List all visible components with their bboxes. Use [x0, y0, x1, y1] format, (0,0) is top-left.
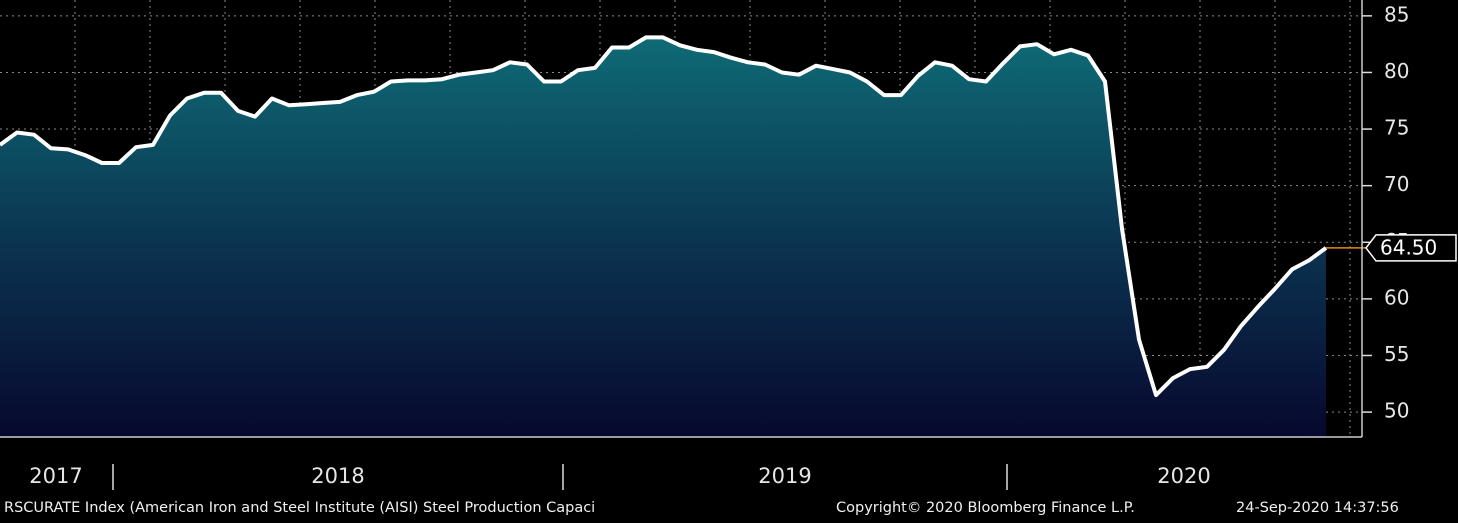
last-value-label: 64.50 — [1380, 235, 1437, 259]
footer-copyright: Copyright© 2020 Bloomberg Finance L.P. — [836, 500, 1135, 516]
y-tick-label: 50 — [1384, 399, 1409, 423]
y-tick-label: 75 — [1384, 116, 1409, 140]
y-tick-label: 55 — [1384, 342, 1409, 366]
y-tick-label: 85 — [1384, 2, 1409, 26]
line — [0, 35, 1328, 398]
y-tick-label: 70 — [1384, 172, 1409, 196]
footer-source: RSCURATE Index (American Iron and Steel … — [4, 500, 595, 516]
footer-timestamp: 24-Sep-2020 14:37:56 — [1236, 500, 1399, 516]
y-tick-label: 60 — [1384, 285, 1409, 309]
x-tick-label: 2018 — [311, 464, 364, 488]
area — [0, 37, 1326, 438]
x-tick-label: 2019 — [758, 464, 811, 488]
x-tick-label: 2017 — [29, 464, 82, 488]
y-tick-label: 80 — [1384, 59, 1409, 83]
last-value-box — [1365, 234, 1457, 262]
x-tick-label: 2020 — [1157, 464, 1210, 488]
